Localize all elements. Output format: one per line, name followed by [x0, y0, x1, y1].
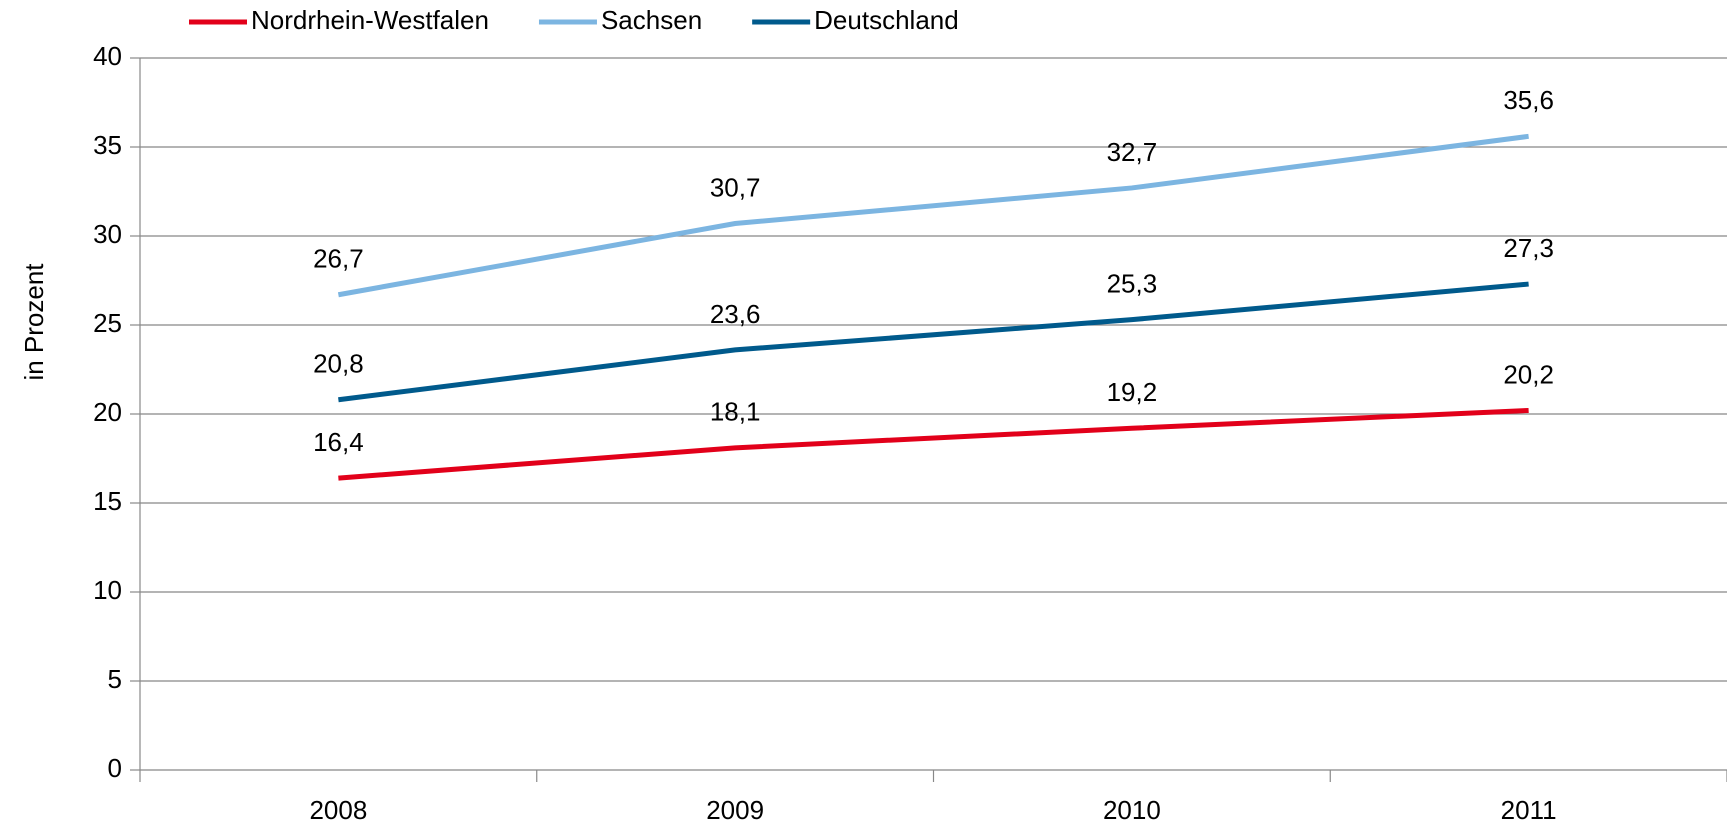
line — [338, 281, 1529, 403]
y-tick-label: 10 — [93, 575, 122, 605]
data-label: 19,2 — [1107, 377, 1158, 407]
x-tick-label: 2008 — [309, 795, 367, 824]
data-label: 25,3 — [1107, 269, 1158, 299]
y-tick-label: 5 — [108, 664, 122, 694]
legend-label: Deutschland — [814, 5, 959, 35]
y-tick-label: 20 — [93, 397, 122, 427]
legend-label: Sachsen — [601, 5, 702, 35]
legend-label: Nordrhein-Westfalen — [251, 5, 489, 35]
y-tick-label: 30 — [93, 219, 122, 249]
data-label: 32,7 — [1107, 137, 1158, 167]
data-label: 35,6 — [1503, 85, 1554, 115]
x-tick-label: 2009 — [706, 795, 764, 824]
data-label: 20,8 — [313, 349, 364, 379]
data-label: 16,4 — [313, 427, 364, 457]
y-axis-label: in Prozent — [19, 263, 49, 381]
y-tick-label: 15 — [93, 486, 122, 516]
data-label: 27,3 — [1503, 233, 1554, 263]
y-tick-label: 35 — [93, 130, 122, 160]
y-tick-label: 25 — [93, 308, 122, 338]
data-label: 18,1 — [710, 397, 761, 427]
y-tick-label: 0 — [108, 753, 122, 783]
data-label: 30,7 — [710, 172, 761, 202]
y-tick-label: 40 — [93, 41, 122, 71]
data-label: 23,6 — [710, 299, 761, 329]
x-tick-label: 2011 — [1501, 795, 1557, 824]
line — [337, 133, 1529, 298]
x-tick-label: 2010 — [1103, 795, 1161, 824]
line — [338, 407, 1529, 481]
data-label: 26,7 — [313, 244, 364, 274]
data-label: 20,2 — [1503, 359, 1554, 389]
